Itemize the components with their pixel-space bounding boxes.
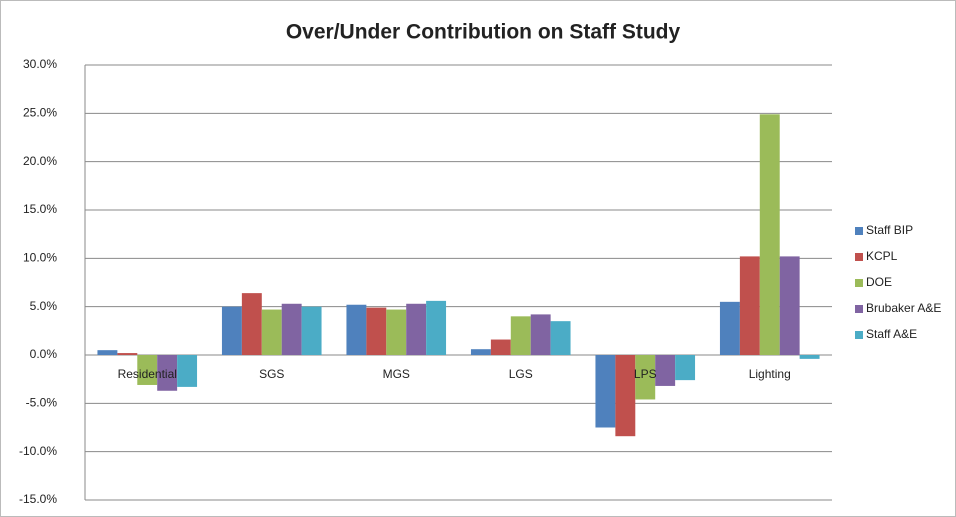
legend-label: KCPL xyxy=(866,249,898,263)
bar xyxy=(386,309,407,355)
y-tick-label: 5.0% xyxy=(30,299,58,313)
y-tick-label: 30.0% xyxy=(23,57,57,71)
x-tick-label: LGS xyxy=(509,367,533,381)
bar xyxy=(779,256,800,355)
x-tick-label: LPS xyxy=(634,367,657,381)
bar xyxy=(490,339,511,355)
legend-swatch xyxy=(855,279,863,287)
bar xyxy=(241,293,262,355)
legend-swatch xyxy=(855,305,863,313)
y-tick-label: 15.0% xyxy=(23,202,57,216)
bar xyxy=(739,256,760,355)
bar xyxy=(759,114,780,355)
y-tick-label: 10.0% xyxy=(23,251,57,265)
bar xyxy=(97,350,118,355)
x-tick-label: MGS xyxy=(383,367,410,381)
y-tick-label: -5.0% xyxy=(26,396,58,410)
bar xyxy=(675,355,696,381)
bar xyxy=(177,355,198,387)
y-tick-label: 25.0% xyxy=(23,106,57,120)
bar xyxy=(261,309,282,355)
bar xyxy=(655,355,676,386)
bar xyxy=(595,355,616,428)
x-tick-label: SGS xyxy=(259,367,284,381)
bar xyxy=(635,355,656,400)
bar xyxy=(301,306,322,355)
x-tick-label: Lighting xyxy=(749,367,791,381)
bar xyxy=(799,355,820,359)
bar xyxy=(550,321,571,355)
bar xyxy=(406,303,427,355)
bar xyxy=(530,314,551,355)
bar xyxy=(470,349,491,355)
legend-swatch xyxy=(855,253,863,261)
x-tick-label: Residential xyxy=(118,367,177,381)
chart-title: Over/Under Contribution on Staff Study xyxy=(286,21,681,44)
bar xyxy=(221,306,242,355)
bar xyxy=(426,300,447,355)
bar xyxy=(157,355,178,391)
legend-label: Brubaker A&E xyxy=(866,301,941,315)
bar xyxy=(117,353,138,355)
bar xyxy=(346,304,367,355)
legend-label: DOE xyxy=(866,275,892,289)
bar xyxy=(366,307,387,355)
legend-swatch xyxy=(855,227,863,235)
bar xyxy=(510,316,531,355)
legend-swatch xyxy=(855,331,863,339)
y-tick-label: 20.0% xyxy=(23,154,57,168)
y-tick-label: 0.0% xyxy=(30,347,58,361)
bar xyxy=(137,355,158,385)
y-tick-label: -15.0% xyxy=(19,492,57,506)
bar xyxy=(719,301,740,355)
y-tick-label: -10.0% xyxy=(19,444,57,458)
bar xyxy=(615,355,636,437)
legend-label: Staff A&E xyxy=(866,327,917,341)
bar xyxy=(281,303,302,355)
legend-label: Staff BIP xyxy=(866,223,913,237)
